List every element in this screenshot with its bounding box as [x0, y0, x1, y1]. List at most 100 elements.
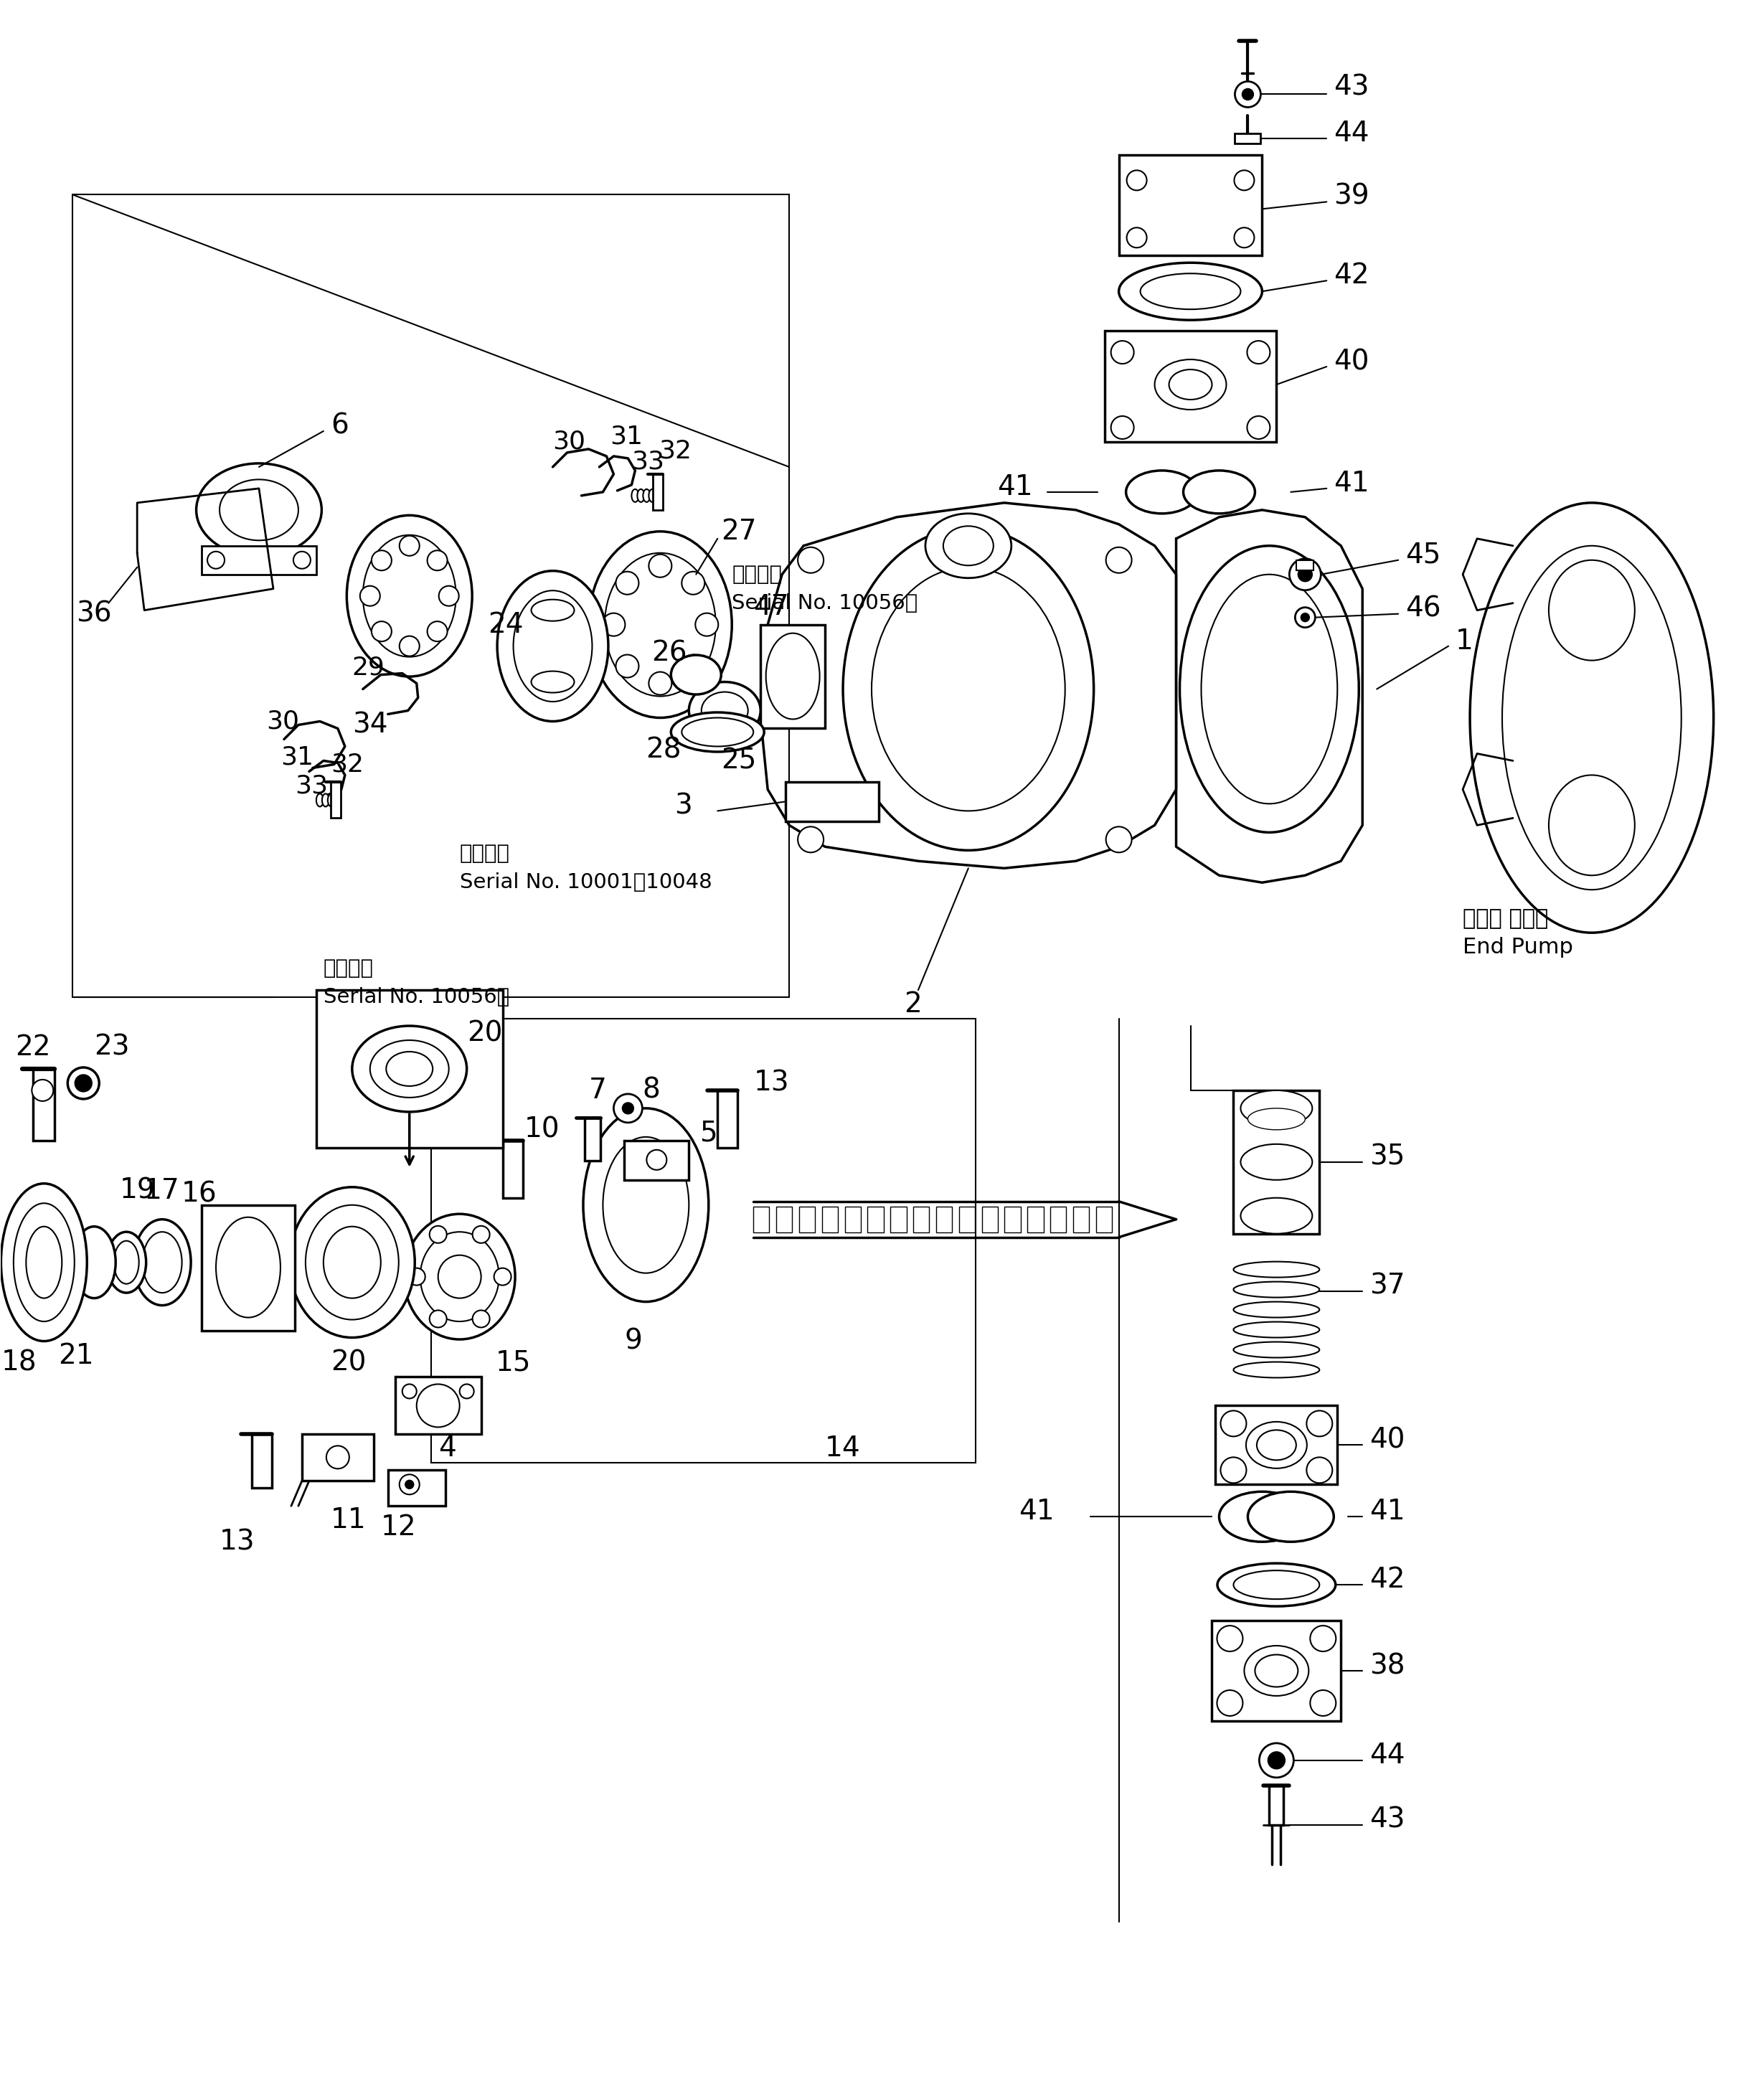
- Ellipse shape: [386, 1051, 432, 1086]
- Ellipse shape: [1180, 545, 1358, 831]
- Bar: [822, 1207, 838, 1233]
- Text: 17: 17: [145, 1176, 180, 1205]
- Text: 44: 44: [1334, 119, 1369, 148]
- Text: 13: 13: [219, 1529, 256, 1556]
- Ellipse shape: [1244, 1646, 1309, 1696]
- Text: 4: 4: [437, 1435, 455, 1462]
- Text: 36: 36: [76, 600, 111, 627]
- Text: 39: 39: [1334, 182, 1369, 209]
- Ellipse shape: [531, 671, 575, 694]
- Ellipse shape: [603, 1136, 690, 1272]
- Circle shape: [1235, 228, 1254, 249]
- Bar: [983, 1207, 998, 1233]
- Circle shape: [1259, 1742, 1293, 1778]
- Text: 35: 35: [1369, 1143, 1406, 1170]
- Ellipse shape: [589, 531, 732, 719]
- Circle shape: [437, 1255, 482, 1297]
- Circle shape: [32, 1080, 53, 1101]
- Ellipse shape: [632, 489, 639, 501]
- Ellipse shape: [766, 633, 820, 719]
- Text: 適用号機: 適用号機: [460, 844, 510, 865]
- Ellipse shape: [328, 794, 335, 806]
- Ellipse shape: [1219, 1492, 1305, 1542]
- Text: 46: 46: [1406, 595, 1441, 623]
- Text: 41: 41: [997, 474, 1032, 501]
- Text: 適用号機: 適用号機: [732, 564, 781, 585]
- Ellipse shape: [1240, 1145, 1312, 1180]
- Circle shape: [1307, 1458, 1332, 1483]
- Text: 11: 11: [330, 1506, 367, 1533]
- Ellipse shape: [944, 526, 993, 566]
- Circle shape: [429, 1310, 446, 1327]
- Bar: [1118, 155, 1261, 255]
- Ellipse shape: [305, 1205, 399, 1320]
- Bar: [1005, 1207, 1021, 1233]
- Ellipse shape: [420, 1233, 499, 1322]
- Bar: [624, 1141, 690, 1180]
- Ellipse shape: [1233, 1322, 1319, 1337]
- Ellipse shape: [497, 570, 609, 721]
- Circle shape: [416, 1385, 460, 1427]
- Bar: [388, 1471, 445, 1506]
- Text: End Pump: End Pump: [1462, 936, 1573, 957]
- Text: 42: 42: [1369, 1567, 1406, 1594]
- Circle shape: [1242, 88, 1254, 100]
- Bar: [1270, 1786, 1284, 1826]
- Bar: [1215, 1406, 1337, 1485]
- Bar: [252, 1435, 272, 1487]
- Text: 32: 32: [330, 752, 363, 777]
- Bar: [1095, 1207, 1111, 1233]
- Bar: [937, 1207, 953, 1233]
- Ellipse shape: [333, 794, 340, 806]
- Ellipse shape: [143, 1233, 182, 1293]
- Circle shape: [623, 1103, 633, 1113]
- Ellipse shape: [2, 1184, 86, 1341]
- Bar: [72, 194, 789, 996]
- Circle shape: [67, 1067, 99, 1099]
- Ellipse shape: [219, 480, 298, 541]
- Bar: [1027, 1207, 1044, 1233]
- Circle shape: [473, 1310, 490, 1327]
- Ellipse shape: [1140, 274, 1240, 309]
- Circle shape: [1247, 341, 1270, 363]
- Circle shape: [293, 551, 310, 568]
- Ellipse shape: [1549, 775, 1635, 875]
- Ellipse shape: [1256, 1431, 1297, 1460]
- Circle shape: [647, 1149, 667, 1170]
- Bar: [503, 1141, 522, 1197]
- Circle shape: [399, 535, 420, 556]
- Text: 47: 47: [753, 593, 789, 620]
- Ellipse shape: [1217, 1563, 1335, 1606]
- Text: 28: 28: [646, 735, 681, 765]
- Circle shape: [460, 1385, 475, 1398]
- Circle shape: [429, 1226, 446, 1243]
- Text: 21: 21: [58, 1341, 93, 1368]
- Ellipse shape: [649, 489, 656, 501]
- Circle shape: [427, 549, 448, 570]
- Circle shape: [1221, 1458, 1247, 1483]
- Ellipse shape: [681, 719, 753, 746]
- Bar: [785, 781, 878, 821]
- Ellipse shape: [1245, 1423, 1307, 1469]
- Text: 19: 19: [120, 1176, 155, 1205]
- Ellipse shape: [690, 681, 760, 740]
- Ellipse shape: [1233, 1262, 1319, 1276]
- Text: 33: 33: [295, 773, 328, 798]
- Text: 1: 1: [1455, 627, 1473, 654]
- Bar: [586, 1118, 602, 1161]
- Text: 41: 41: [1334, 470, 1369, 497]
- Circle shape: [1289, 558, 1321, 591]
- Bar: [868, 1207, 884, 1233]
- Bar: [718, 1090, 737, 1147]
- Ellipse shape: [1233, 1301, 1319, 1318]
- Circle shape: [1221, 1410, 1247, 1437]
- Text: 44: 44: [1369, 1742, 1406, 1769]
- Ellipse shape: [702, 691, 748, 729]
- Circle shape: [1235, 81, 1261, 107]
- Circle shape: [473, 1226, 490, 1243]
- Circle shape: [360, 585, 379, 606]
- Circle shape: [1235, 171, 1254, 190]
- Bar: [753, 1207, 769, 1233]
- Ellipse shape: [1247, 1492, 1334, 1542]
- Text: 45: 45: [1406, 541, 1441, 568]
